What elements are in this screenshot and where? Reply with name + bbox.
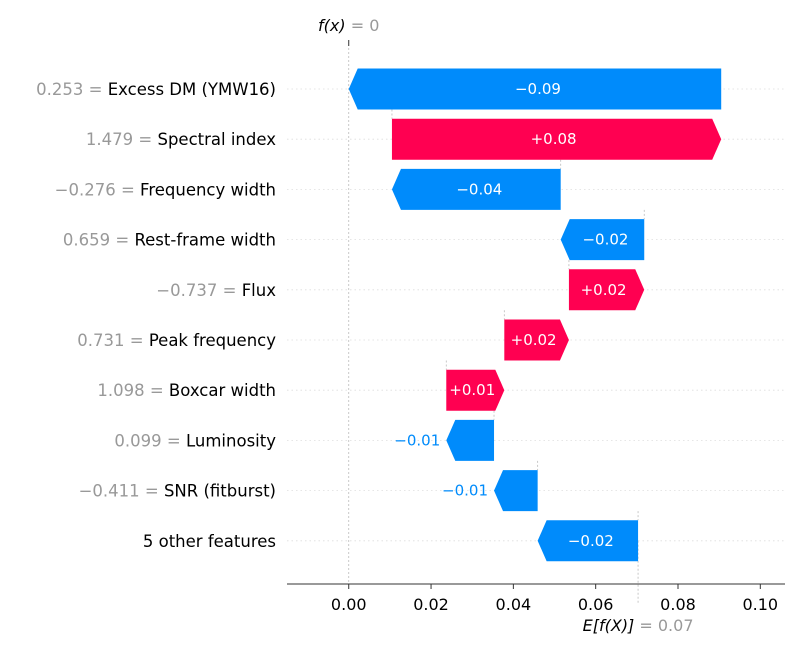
x-tick-label: 0.04: [496, 595, 532, 614]
fx-annotation: f(x) = 0: [318, 16, 379, 35]
feature-name: Flux: [242, 281, 277, 300]
fx-value: = 0: [346, 16, 380, 35]
x-tick-label: 0.00: [331, 595, 367, 614]
feature-name: Peak frequency: [149, 331, 276, 350]
feature-value: 0.659: [63, 231, 110, 250]
bar-value-label: −0.02: [582, 231, 628, 249]
waterfall-bar: [560, 219, 645, 261]
equals-sign: =: [116, 180, 140, 199]
expected-value-value: = 0.07: [634, 616, 693, 635]
waterfall-bar: [391, 168, 561, 210]
feature-label: −0.411 = SNR (fitburst): [79, 482, 276, 501]
feature-label: 0.253 = Excess DM (YMW16): [36, 80, 276, 99]
waterfall-bar: [348, 68, 722, 110]
feature-label: 1.098 = Boxcar width: [97, 381, 276, 400]
feature-label: −0.276 = Frequency width: [55, 180, 276, 199]
bar-value-label: −0.04: [456, 180, 502, 198]
feature-name: Boxcar width: [169, 381, 276, 400]
x-tick-label: 0.08: [660, 595, 696, 614]
waterfall-bar: [537, 520, 639, 562]
feature-label: 0.731 = Peak frequency: [77, 331, 276, 350]
bar-value-label: +0.02: [581, 281, 627, 299]
waterfall-bar: [504, 319, 569, 361]
waterfall-bar: [391, 118, 722, 160]
waterfall-bar: [446, 369, 505, 411]
x-tick-label: 0.10: [742, 595, 778, 614]
equals-sign: =: [133, 130, 157, 149]
feature-value: 1.098: [97, 381, 144, 400]
x-axis: 0.00 0.02 0.04 0.06 0.08 0.10 f(x) = 0 E[f(X)] …: [287, 16, 785, 635]
expected-value-annotation: E[f(X)] = 0.07: [583, 616, 694, 635]
feature-label: −0.737 = Flux: [156, 281, 276, 300]
feature-label: 0.659 = Rest-frame width: [63, 231, 276, 250]
feature-name: Luminosity: [186, 431, 276, 450]
equals-sign: =: [140, 482, 164, 501]
equals-sign: =: [217, 281, 241, 300]
feature-value: 0.731: [77, 331, 124, 350]
waterfall-bar: [446, 419, 495, 461]
feature-value: −0.737: [156, 281, 217, 300]
feature-value: 0.099: [114, 431, 161, 450]
feature-name: Frequency width: [140, 180, 276, 199]
feature-name: Spectral index: [157, 130, 276, 149]
labels-layer: −0.09 0.253 = Excess DM (YMW16) +0.08 1.479…: [36, 80, 628, 551]
x-tick-label: 0.06: [578, 595, 614, 614]
feature-name: SNR (fitburst): [164, 482, 276, 501]
bar-value-label: −0.09: [515, 80, 561, 98]
equals-sign: =: [145, 381, 169, 400]
feature-label: 5 other features: [143, 532, 276, 551]
waterfall-bar: [494, 470, 538, 512]
feature-value: 1.479: [86, 130, 133, 149]
equals-sign: =: [83, 80, 107, 99]
feature-label: 1.479 = Spectral index: [86, 130, 276, 149]
bar-value-label: −0.01: [442, 482, 488, 500]
waterfall-bar: [568, 269, 645, 311]
feature-name: Excess DM (YMW16): [108, 80, 276, 99]
equals-sign: =: [162, 431, 186, 450]
bar-value-label: −0.02: [568, 532, 614, 550]
bar-value-label: +0.01: [449, 381, 495, 399]
bars-layer: [348, 68, 722, 562]
feature-value: 0.253: [36, 80, 83, 99]
feature-label: 0.099 = Luminosity: [114, 431, 276, 450]
feature-value: −0.276: [55, 180, 116, 199]
bar-value-label: −0.01: [394, 431, 440, 449]
feature-value: −0.411: [79, 482, 140, 501]
bar-value-label: +0.02: [511, 331, 557, 349]
x-tick-label: 0.02: [413, 595, 449, 614]
equals-sign: =: [110, 231, 134, 250]
feature-name: Rest-frame width: [134, 231, 276, 250]
fx-label: f(x): [318, 16, 346, 35]
feature-name: 5 other features: [143, 532, 276, 551]
bar-value-label: +0.08: [531, 130, 577, 148]
expected-value-label: E[f(X)]: [583, 616, 635, 635]
equals-sign: =: [124, 331, 148, 350]
